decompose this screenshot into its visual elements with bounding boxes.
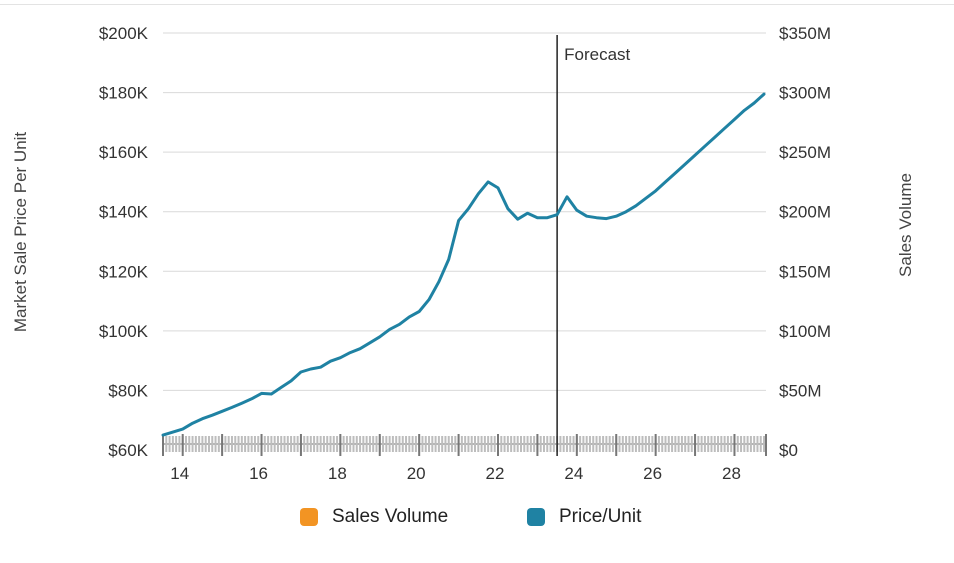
legend-item-sales-volume[interactable]: Sales Volume [300, 506, 448, 528]
legend-item-price-unit[interactable]: Price/Unit [527, 506, 641, 528]
forecast-marker: Forecast [556, 35, 631, 456]
grid-lines [163, 32, 766, 391]
price-unit-line [161, 92, 766, 437]
x-tick-label: 14 [170, 464, 189, 483]
y-axis-title: Market Sale Price Per Unit [11, 132, 30, 333]
y2-tick-label: $250M [779, 143, 831, 162]
y2-tick-label: $150M [779, 262, 831, 281]
left-axis: $60K $80K $100K $120K $140K $160K $180K $200K [99, 24, 149, 460]
x-tick-label: 22 [486, 464, 505, 483]
y2-tick-label: $100M [779, 322, 831, 341]
y-tick-label: $140K [99, 203, 149, 222]
y-tick-label: $100K [99, 322, 149, 341]
y-tick-label: $120K [99, 262, 149, 281]
x-axis: 14 16 18 20 22 24 26 28 [162, 434, 767, 483]
forecast-label: Forecast [564, 45, 630, 64]
y2-tick-label: $300M [779, 84, 831, 103]
series-group [161, 92, 766, 437]
chart-area: $60K $80K $100K $120K $140K $160K $180K $200K $… [11, 24, 915, 483]
y2-tick-label: $350M [779, 24, 831, 43]
x-tick-label: 18 [328, 464, 347, 483]
legend-label-price-unit: Price/Unit [559, 506, 642, 527]
y-tick-label: $200K [99, 24, 149, 43]
legend-label-sales-volume: Sales Volume [332, 506, 449, 527]
x-tick-label: 28 [722, 464, 741, 483]
legend: Sales Volume Price/Unit [0, 506, 954, 540]
y2-tick-label: $200M [779, 203, 831, 222]
y-tick-label: $180K [99, 84, 149, 103]
y-tick-label: $160K [99, 143, 149, 162]
y2-tick-label: $0 [779, 441, 798, 460]
right-axis: $0 $50M $100M $150M $200M $250M $300M $350M [779, 24, 831, 460]
y2-tick-label: $50M [779, 381, 822, 400]
y-tick-label: $60K [108, 441, 148, 460]
top-divider [0, 4, 954, 5]
price-unit-swatch [527, 508, 545, 526]
x-tick-label: 16 [249, 464, 268, 483]
x-tick-label: 26 [643, 464, 662, 483]
y-tick-label: $80K [108, 381, 148, 400]
sales-volume-swatch [300, 508, 318, 526]
x-tick-label: 24 [564, 464, 583, 483]
y2-axis-title: Sales Volume [896, 173, 915, 277]
x-tick-label: 20 [407, 464, 426, 483]
